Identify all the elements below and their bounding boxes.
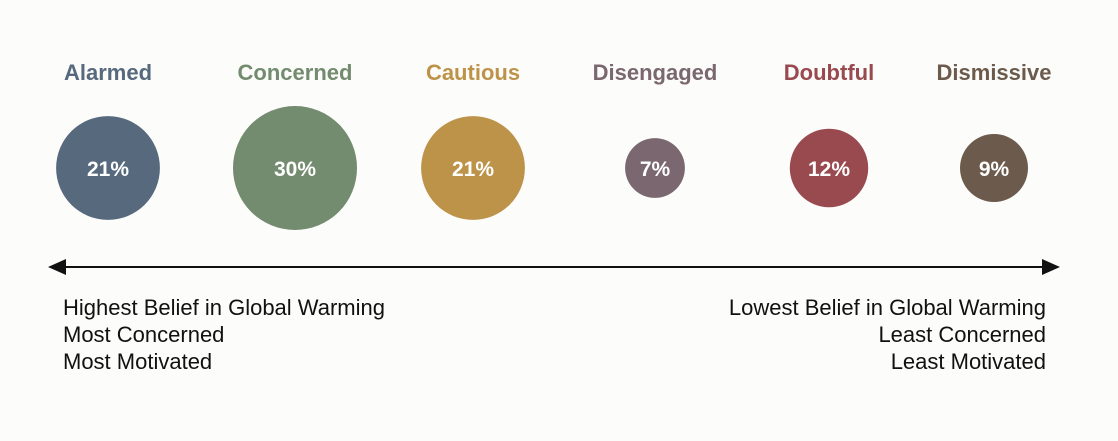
left-arrowhead-icon [48,259,66,275]
left-description-line: Most Concerned [63,322,224,347]
segment-label: Alarmed [64,60,152,85]
left-description-line: Highest Belief in Global Warming [63,295,385,320]
segment-percent-label: 21% [452,158,494,181]
segment-percent-label: 9% [979,158,1010,181]
segment-percent-label: 21% [87,158,129,181]
right-description-line: Least Motivated [891,349,1046,374]
right-description-line: Least Concerned [878,322,1046,347]
segment-bubble [56,116,160,220]
segment-label: Doubtful [784,60,874,85]
segment-bubble [421,116,525,220]
segment-percent-label: 7% [640,158,671,181]
left-axis-description: Highest Belief in Global Warming Most Co… [63,295,385,374]
segment-label: Cautious [426,60,520,85]
segment-percent-label: 12% [808,158,850,181]
segment-bubble [625,138,685,198]
right-arrowhead-icon [1042,259,1060,275]
segment-label: Disengaged [593,60,718,85]
segments: Alarmed 21% Concerned 30% Cautious 21% Disenga… [56,60,1051,230]
segment-bubble [233,106,357,230]
segment-label: Dismissive [937,60,1052,85]
segment-bubble [960,134,1028,202]
segment-label: Concerned [238,60,353,85]
belief-axis [48,259,1060,275]
right-axis-description: Lowest Belief in Global Warming Least Co… [729,295,1046,374]
segment-bubble [789,128,869,208]
left-description-line: Most Motivated [63,349,212,374]
segment-percent-label: 30% [274,158,316,181]
right-description-line: Lowest Belief in Global Warming [729,295,1046,320]
